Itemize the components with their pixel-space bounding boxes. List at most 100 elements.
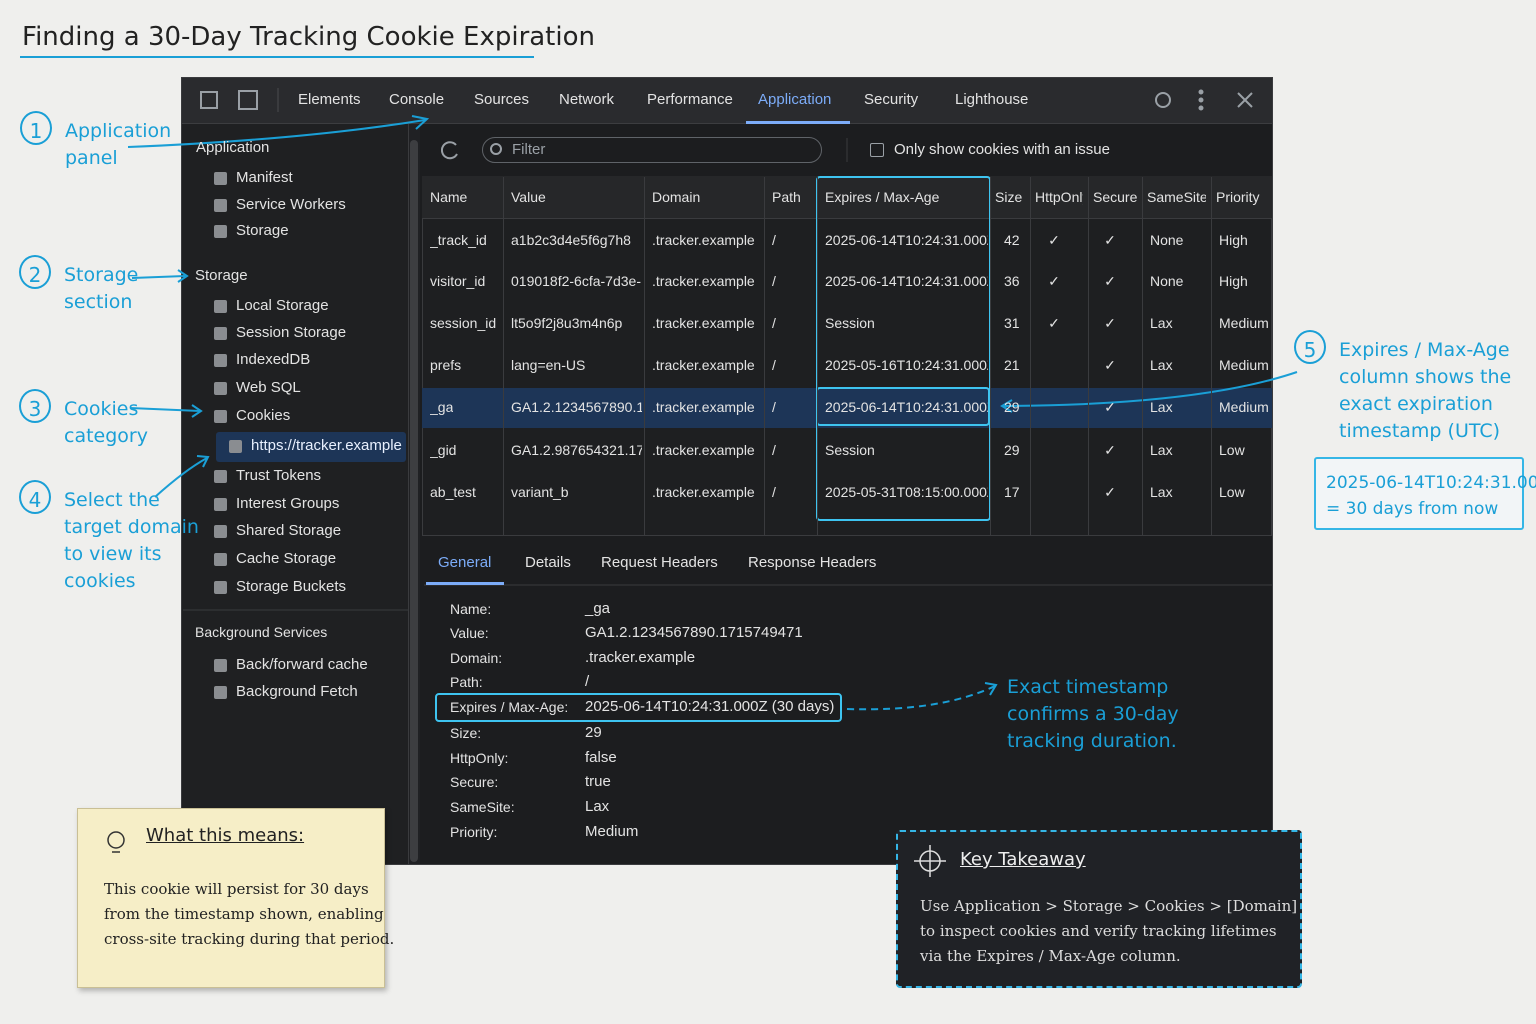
- column-header: Size: [995, 189, 1023, 205]
- sidebar-item[interactable]: Storage: [236, 222, 289, 239]
- column-divider: [1088, 177, 1089, 536]
- sidebar-icon: [229, 440, 242, 453]
- table-cell: /: [772, 232, 776, 248]
- takeaway-title: Key Takeaway: [960, 849, 1086, 870]
- table-cell: session_id: [430, 315, 497, 331]
- sidebar: [182, 124, 409, 864]
- callout-box: [1314, 457, 1524, 530]
- filter-placeholder: Filter: [512, 141, 546, 158]
- detail-value: Medium: [585, 823, 639, 840]
- step-circle: [19, 389, 51, 423]
- sidebar-item[interactable]: Session Storage: [236, 324, 347, 341]
- detail-label: Name:: [450, 601, 492, 617]
- sidebar-item[interactable]: Web SQL: [236, 379, 301, 396]
- column-header: Path: [772, 189, 801, 205]
- detail-value: false: [585, 749, 617, 766]
- sidebar-item[interactable]: IndexedDB: [236, 351, 311, 368]
- detail-value: GA1.2.1234567890.1715749471: [585, 624, 803, 641]
- table-cell: /: [772, 442, 776, 458]
- step-number: 5: [1303, 338, 1317, 362]
- annotation-text: to view its: [64, 543, 162, 565]
- sidebar-item[interactable]: Cookies: [236, 407, 291, 424]
- table-cell: _track_id: [430, 232, 487, 248]
- sidebar-item[interactable]: Storage Buckets: [236, 578, 347, 595]
- annotation-text: exact expiration: [1339, 393, 1493, 415]
- sidebar-item[interactable]: Local Storage: [236, 297, 329, 314]
- detail-label: Size:: [450, 725, 482, 741]
- sidebar-item[interactable]: Trust Tokens: [236, 467, 322, 484]
- sidebar-heading: Background Services: [195, 624, 328, 640]
- detail-value: .tracker.example: [585, 649, 696, 666]
- devtools-tab[interactable]: Lighthouse: [955, 91, 1029, 108]
- sidebar-icon: [214, 172, 227, 185]
- checkbox[interactable]: [870, 143, 884, 157]
- table-cell: 31: [1004, 315, 1020, 331]
- annotation-text: timestamp (UTC): [1339, 420, 1501, 442]
- detail-tab[interactable]: Response Headers: [748, 554, 877, 571]
- sidebar-item[interactable]: Cache Storage: [236, 550, 337, 567]
- sidebar-item[interactable]: Background Fetch: [236, 683, 358, 700]
- table-cell: Session: [825, 315, 875, 331]
- sidebar-item[interactable]: Service Workers: [236, 196, 346, 213]
- detail-label: SameSite:: [450, 799, 515, 815]
- annotation-text: Application: [65, 120, 172, 142]
- active-tab-underline: [746, 121, 850, 124]
- column-header: Value: [511, 189, 546, 205]
- column-divider: [764, 177, 765, 536]
- table-cell: Medium: [1219, 315, 1269, 331]
- sidebar-item[interactable]: Back/forward cache: [236, 656, 368, 673]
- table-cell: ✓: [1104, 232, 1116, 248]
- table-cell: ✓: [1048, 315, 1060, 331]
- table-cell: .tracker.example: [652, 273, 755, 289]
- note-title: What this means:: [146, 825, 305, 846]
- devtools-tab[interactable]: Security: [864, 91, 919, 108]
- annotation-text: panel: [65, 147, 118, 169]
- table-cell: /: [772, 315, 776, 331]
- sidebar-item[interactable]: https://tracker.example: [251, 437, 402, 454]
- table-cell: Low: [1219, 442, 1245, 458]
- step-number: 4: [28, 488, 42, 512]
- detail-tab[interactable]: General: [438, 554, 492, 571]
- devtools-tab[interactable]: Elements: [298, 91, 361, 108]
- detail-value: true: [585, 773, 611, 790]
- detail-note: Exact timestamp: [1007, 676, 1169, 698]
- step-circle: [20, 111, 52, 145]
- detail-value: _ga: [585, 600, 611, 617]
- table-cell: a1b2c3d4e5f6g7h8: [511, 232, 631, 248]
- table-cell: Medium: [1219, 357, 1269, 373]
- selected-domain[interactable]: [216, 432, 406, 462]
- table-cell: /: [772, 484, 776, 500]
- detail-tab[interactable]: Details: [525, 554, 571, 571]
- step-number: 2: [28, 263, 42, 287]
- sidebar-item[interactable]: Shared Storage: [236, 522, 342, 539]
- devtools-topbar: [182, 78, 1272, 124]
- table-cell: ab_test: [430, 484, 476, 500]
- table-cell: High: [1219, 232, 1248, 248]
- column-divider: [817, 177, 818, 536]
- devtools-tab[interactable]: Sources: [474, 91, 530, 108]
- sidebar-item[interactable]: Manifest: [236, 169, 293, 186]
- devtools-tab[interactable]: Console: [389, 91, 445, 108]
- table-cell: _gid: [430, 442, 457, 458]
- devtools-tab[interactable]: Network: [559, 91, 615, 108]
- devtools-tab[interactable]: Application: [758, 91, 832, 108]
- callout-text: = 30 days from now: [1326, 499, 1499, 519]
- filter-box[interactable]: [482, 137, 822, 163]
- takeaway-text: Use Application > Storage > Cookies > [D…: [920, 897, 1298, 915]
- table-cell: ✓: [1104, 484, 1116, 500]
- sidebar-item[interactable]: Interest Groups: [236, 495, 340, 512]
- step-number: 3: [28, 397, 42, 421]
- table-cell: 2025-06-14T10:24:31.000Z: [825, 232, 988, 248]
- detail-label: Priority:: [450, 824, 498, 840]
- sidebar-icon: [214, 199, 227, 212]
- arrow: [131, 275, 186, 279]
- table-cell: 2025-06-14T10:24:31.000Z: [825, 273, 988, 289]
- table-cell: visitor_id: [430, 273, 486, 289]
- detail-tab[interactable]: Request Headers: [601, 554, 718, 571]
- table-cell: Medium: [1219, 399, 1269, 415]
- table-cell: 2025-05-31T08:15:00.000Z: [825, 484, 988, 500]
- table-cell: 2025-05-16T10:24:31.000Z: [825, 357, 988, 373]
- devtools-tab[interactable]: Performance: [647, 91, 733, 108]
- checkbox-label: Only show cookies with an issue: [894, 141, 1110, 158]
- detail-label: HttpOnly:: [450, 750, 509, 766]
